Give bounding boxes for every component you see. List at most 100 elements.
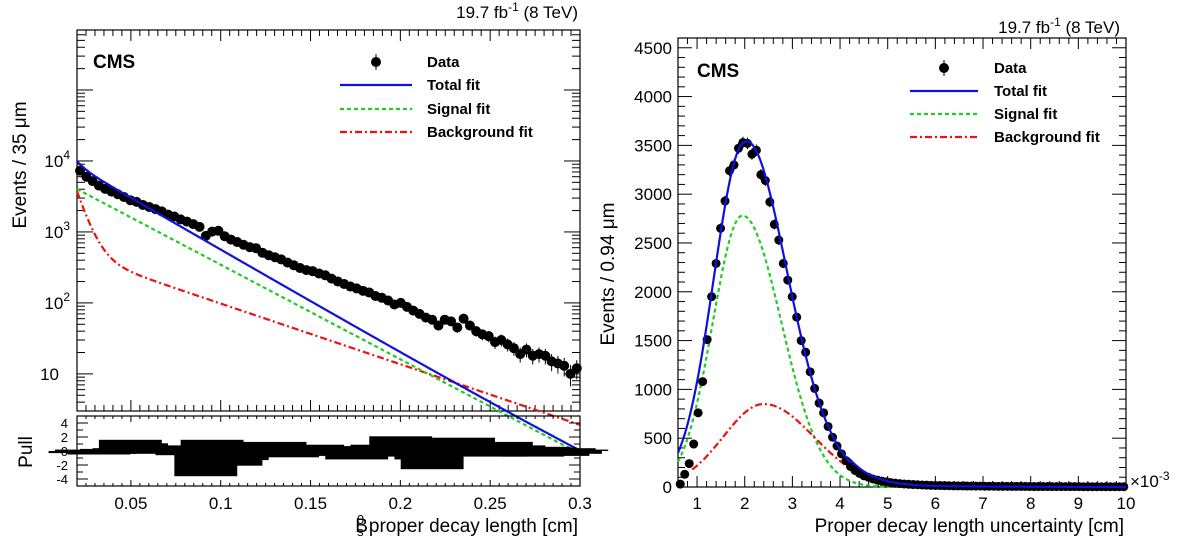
- right-x-tick-label: 10: [1117, 494, 1136, 513]
- left-data-point: [458, 313, 469, 324]
- left-x-tick-label: 0.2: [389, 494, 413, 513]
- left-x-tick-label: 0.3: [568, 494, 592, 513]
- left-x-tick-label: 0.15: [294, 494, 327, 513]
- left-pull-y-tick-label: -2: [56, 458, 68, 473]
- right-y-tick-label: 500: [644, 429, 672, 448]
- right-legend: Data Total fit Signal fit Background fit: [910, 60, 1100, 146]
- left-main-plot: [75, 29, 582, 455]
- right-legend-label: Background fit: [994, 129, 1100, 146]
- right-y-tick-label: 1500: [634, 332, 672, 351]
- right-y-tick-label: 2500: [634, 234, 672, 253]
- right-legend-data-marker: [939, 63, 949, 73]
- left-data-point: [194, 221, 205, 232]
- left-data-point: [521, 344, 532, 355]
- left-legend-label: Background fit: [427, 124, 533, 141]
- right-total-fit-line: [676, 140, 1126, 489]
- left-pull-bar: [400, 451, 464, 470]
- left-data-point: [446, 316, 457, 327]
- left-x-tick-labels: 0.05 0.1 0.15 0.2 0.25 0.3: [114, 494, 591, 513]
- left-total-fit-line: [76, 160, 581, 452]
- left-y-tick-labels: 10 102 103 104: [40, 148, 70, 384]
- left-y-axis-title: Events / 35 μm: [10, 101, 31, 228]
- right-data-point: [698, 377, 708, 387]
- left-y-tick-label: 104: [44, 148, 70, 171]
- right-x-tick-label: 2: [740, 494, 749, 513]
- left-pull-bar: [545, 449, 609, 451]
- right-y-tick-label: 1000: [634, 380, 672, 399]
- right-y-tick-label: 0: [663, 478, 672, 497]
- right-y-tick-label: 3000: [634, 185, 672, 204]
- right-legend-label: Total fit: [994, 83, 1047, 100]
- left-pull-bar: [325, 451, 389, 460]
- left-x-tick-label: 0.05: [114, 494, 147, 513]
- right-panel: 0 500 1000 1500 2000 2500 3000 3500 4000 4500 1 2 3…: [598, 15, 1170, 537]
- right-x-tick-label: 5: [883, 494, 892, 513]
- right-y-tick-label: 4000: [634, 88, 672, 107]
- right-y-tick-labels: 0 500 1000 1500 2000 2500 3000 3500 4000 4500: [634, 39, 672, 497]
- left-y-tick-label: 103: [44, 219, 70, 242]
- right-x-tick-label: 6: [931, 494, 940, 513]
- right-x-multiplier: ×10-3: [1130, 469, 1170, 491]
- right-data-point: [680, 469, 690, 479]
- left-legend: Data Total fit Signal fit Background fit: [340, 54, 533, 141]
- left-data-point: [508, 343, 519, 354]
- right-x-tick-labels: 1 2 3 4 5 6 7 8 9 10: [692, 494, 1135, 513]
- right-data-point: [684, 459, 694, 469]
- left-data-point: [452, 322, 463, 333]
- right-lumi-label: 19.7 fb-1 (8 TeV): [998, 15, 1120, 37]
- left-data-point: [427, 314, 438, 325]
- left-pull-y-tick-label: -4: [56, 472, 68, 487]
- left-x-tick-label: 0.1: [209, 494, 233, 513]
- right-plot-frame: [677, 37, 1127, 488]
- right-data-point: [693, 408, 703, 418]
- left-legend-data-marker: [371, 57, 381, 67]
- left-data-point: [433, 320, 444, 331]
- right-y-tick-label: 3500: [634, 136, 672, 155]
- left-pull-plot: [48, 415, 609, 487]
- left-lumi-label: 19.7 fb-1 (8 TeV): [456, 0, 578, 22]
- left-x-axis-title: B0 s proper decay length [cm]: [355, 512, 578, 539]
- left-pull-bar: [205, 451, 269, 461]
- right-x-tick-label: 1: [692, 494, 701, 513]
- right-cms-label: CMS: [697, 61, 739, 82]
- left-plot-frame: [76, 29, 581, 412]
- right-data-point: [689, 439, 699, 449]
- left-x-tick-label: 0.25: [474, 494, 507, 513]
- right-background-fit-line: [691, 402, 1126, 489]
- left-pull-bar: [243, 441, 307, 451]
- right-x-tick-label: 8: [1026, 494, 1035, 513]
- left-y-tick-label: 102: [44, 290, 70, 313]
- left-legend-label: Data: [427, 54, 460, 71]
- right-legend-label: Data: [994, 60, 1027, 77]
- left-pull-y-tick-label: 2: [61, 430, 68, 445]
- right-y-tick-label: 2000: [634, 283, 672, 302]
- right-main-plot: [675, 37, 1129, 492]
- left-y-tick-label: 10: [40, 365, 59, 384]
- left-data-point: [571, 363, 582, 374]
- left-signal-fit-line: [76, 188, 581, 455]
- right-legend-label: Signal fit: [994, 106, 1057, 123]
- left-pull-y-tick-label: 4: [61, 416, 68, 431]
- left-panel: 10 102 103 104 0.05 0.1 0.15 0.2 0.25 0.3 -4-202…: [10, 0, 609, 539]
- left-cms-label: CMS: [93, 52, 135, 73]
- left-pull-bar: [539, 451, 602, 454]
- left-pull-bar: [105, 443, 169, 451]
- left-data-point: [559, 360, 570, 371]
- right-y-axis-title: Events / 0.94 μm: [598, 203, 619, 346]
- right-x-tick-label: 7: [978, 494, 987, 513]
- right-x-axis-title: Proper decay length uncertainty [cm]: [815, 516, 1124, 537]
- left-data-point: [483, 331, 494, 342]
- left-legend-label: Total fit: [427, 77, 480, 94]
- left-legend-label: Signal fit: [427, 101, 490, 118]
- right-data-point: [675, 479, 685, 489]
- left-pull-axis-title: Pull: [16, 436, 37, 468]
- right-x-tick-label: 9: [1074, 494, 1083, 513]
- right-signal-fit-line: [677, 214, 1126, 489]
- right-x-tick-label: 4: [835, 494, 844, 513]
- right-y-tick-label: 4500: [634, 39, 672, 58]
- left-pull-bar: [262, 451, 326, 456]
- left-pull-y-tick-label: 0: [61, 444, 68, 459]
- left-background-fit-line: [75, 190, 581, 426]
